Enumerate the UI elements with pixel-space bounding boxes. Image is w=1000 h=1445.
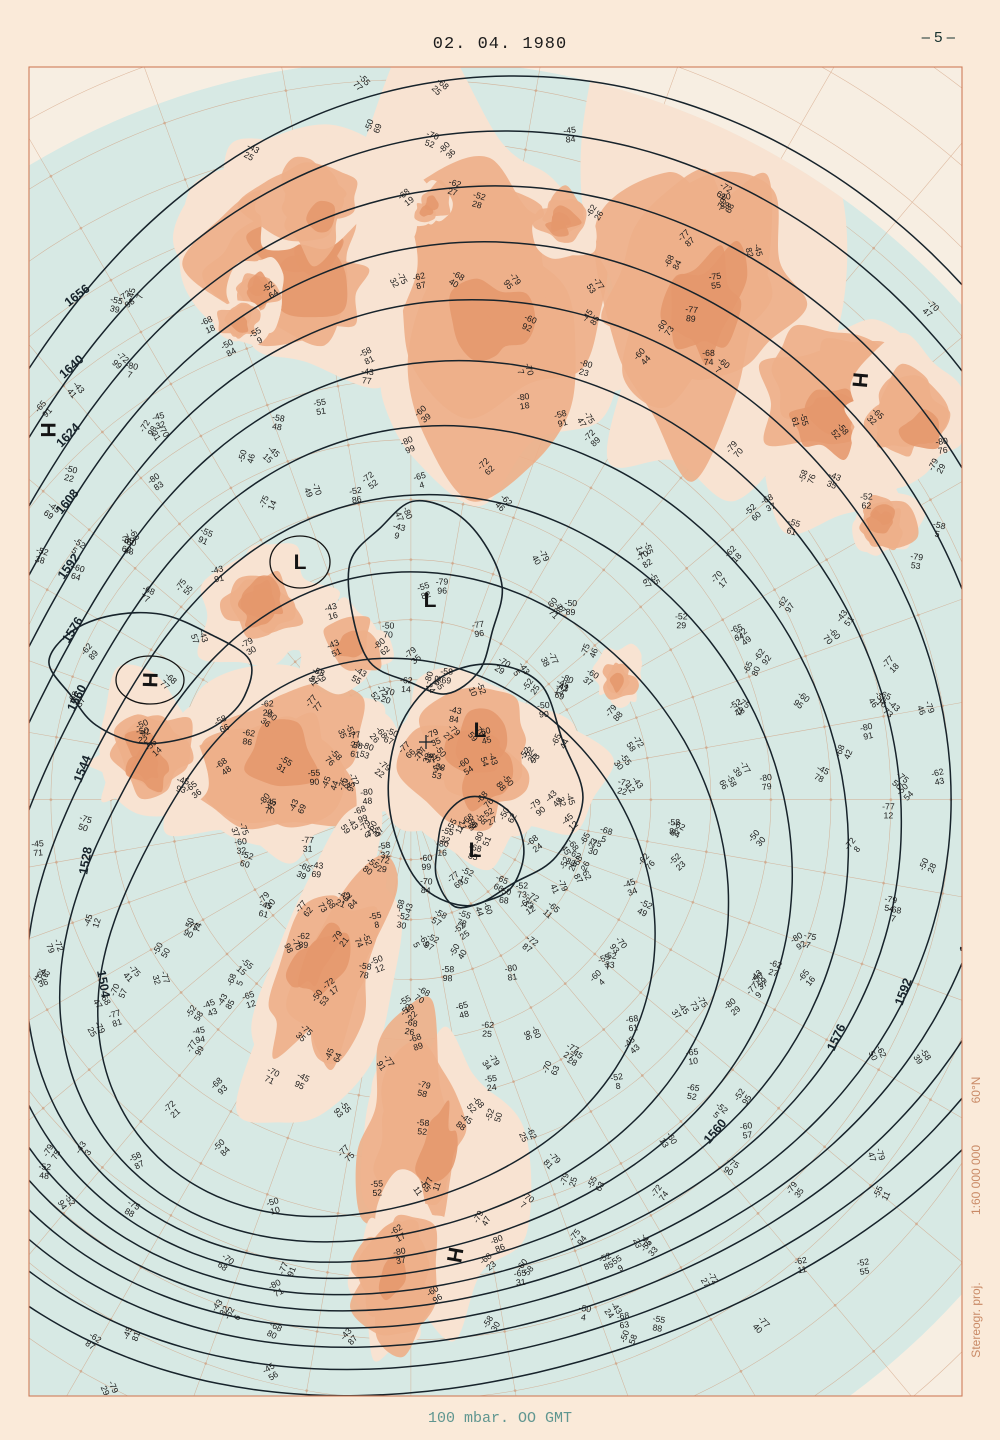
svg-text:H: H: [138, 672, 162, 688]
svg-text:14: 14: [401, 684, 411, 694]
svg-text:55: 55: [711, 280, 722, 291]
svg-text:68: 68: [498, 895, 509, 906]
svg-text:81: 81: [507, 971, 518, 983]
svg-text:96: 96: [437, 585, 447, 595]
svg-text:100 mbar. OO GMT: 100 mbar. OO GMT: [428, 1410, 572, 1427]
svg-text:31: 31: [303, 844, 313, 854]
svg-text:84: 84: [565, 134, 576, 145]
svg-text:70: 70: [383, 629, 393, 639]
svg-text:61: 61: [350, 748, 361, 759]
svg-text:63: 63: [619, 1319, 630, 1330]
svg-text:37: 37: [395, 1254, 406, 1266]
svg-text:31: 31: [515, 1277, 526, 1288]
svg-text:22: 22: [138, 734, 149, 745]
svg-text:52: 52: [372, 1187, 382, 1198]
svg-text:48: 48: [39, 1170, 50, 1181]
svg-text:84: 84: [421, 885, 431, 896]
svg-text:77: 77: [362, 375, 373, 386]
svg-text:86: 86: [242, 736, 253, 747]
svg-text:53: 53: [910, 560, 921, 571]
svg-text:88: 88: [652, 1322, 663, 1334]
svg-text:57: 57: [742, 1129, 753, 1140]
svg-text:Stereogr. proj.: Stereogr. proj.: [969, 1282, 983, 1357]
svg-text:60°N: 60°N: [969, 1077, 983, 1104]
svg-text:84: 84: [448, 713, 459, 724]
svg-text:1:60 000 000: 1:60 000 000: [969, 1145, 983, 1215]
svg-text:78: 78: [358, 969, 369, 980]
svg-text:L: L: [474, 719, 487, 742]
svg-text:L: L: [424, 589, 437, 612]
svg-text:90: 90: [309, 777, 319, 787]
svg-text:11: 11: [797, 1264, 808, 1275]
svg-text:51: 51: [315, 406, 326, 417]
svg-text:79: 79: [761, 781, 772, 792]
svg-text:98: 98: [443, 973, 453, 983]
svg-text:18: 18: [519, 400, 530, 411]
svg-text:48: 48: [271, 421, 282, 432]
svg-text:73: 73: [517, 889, 527, 899]
svg-text:70: 70: [265, 805, 275, 816]
svg-text:62: 62: [862, 500, 872, 510]
svg-text:H: H: [36, 422, 59, 437]
svg-text:55: 55: [859, 1265, 870, 1277]
svg-text:86: 86: [351, 494, 362, 505]
svg-text:H: H: [847, 371, 871, 388]
svg-text:02. 04. 1980: 02. 04. 1980: [433, 35, 567, 54]
svg-text:52: 52: [417, 1126, 428, 1137]
svg-text:69: 69: [311, 869, 322, 880]
svg-text:52: 52: [686, 1091, 697, 1102]
svg-text:61: 61: [628, 1022, 639, 1033]
svg-text:24: 24: [486, 1082, 497, 1093]
svg-text:29: 29: [676, 620, 686, 630]
svg-text:48: 48: [123, 545, 134, 556]
svg-text:89: 89: [298, 940, 308, 950]
svg-text:54: 54: [884, 903, 895, 915]
svg-text:99: 99: [421, 862, 431, 872]
svg-text:90: 90: [539, 709, 549, 720]
svg-text:32: 32: [380, 849, 391, 860]
svg-text:25: 25: [482, 1028, 493, 1039]
svg-text:10: 10: [688, 1055, 699, 1066]
svg-text:89: 89: [686, 313, 697, 324]
svg-text:71: 71: [33, 847, 44, 858]
svg-text:74: 74: [704, 357, 714, 367]
svg-text:32: 32: [236, 845, 247, 856]
svg-text:12: 12: [883, 810, 893, 820]
svg-text:76: 76: [937, 445, 948, 456]
svg-text:L: L: [294, 551, 307, 574]
svg-text:96: 96: [474, 628, 485, 639]
svg-text:16: 16: [437, 847, 447, 857]
svg-text:– 5 –: – 5 –: [922, 29, 956, 46]
svg-text:L: L: [469, 839, 482, 862]
